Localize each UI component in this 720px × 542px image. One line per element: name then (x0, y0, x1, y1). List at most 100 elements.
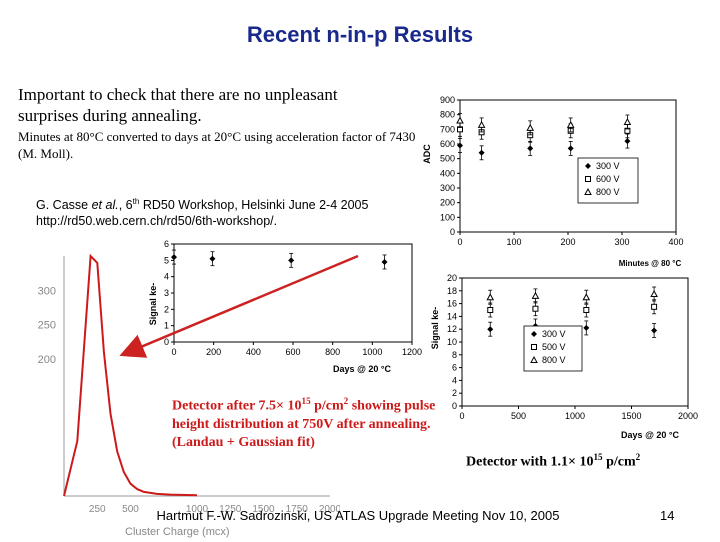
data-point (477, 120, 486, 128)
legend-label: 800 V (542, 355, 566, 365)
y-tick-label: 6 (452, 363, 457, 373)
y-tick-label: 0 (164, 337, 169, 347)
y-tick-label: 500 (440, 154, 455, 164)
legend-marker (585, 176, 591, 182)
legend-marker (530, 355, 538, 363)
signal-right-y-label: Signal ke- (430, 307, 440, 350)
data-point (526, 123, 535, 131)
hist-y-tick-label: 200 (38, 354, 56, 366)
hist-x-tick-label: 1500 (252, 504, 275, 515)
x-tick-label: 0 (171, 347, 176, 357)
histogram-curve (63, 253, 198, 497)
data-point (650, 289, 658, 297)
caption-right-exp: 15 (593, 452, 603, 462)
legend-label: 300 V (542, 329, 566, 339)
caption-left-text-2: p/cm (310, 398, 344, 414)
adc-points (456, 113, 632, 161)
citation: G. Casse et al., 6th RD50 Workshop, Hels… (36, 194, 426, 229)
y-tick-label: 18 (447, 286, 457, 296)
y-tick-label: 300 (440, 183, 455, 193)
data-point (532, 305, 539, 312)
histogram-axes (63, 256, 330, 497)
x-tick-label: 100 (506, 237, 521, 247)
caption-left-exp: 15 (301, 396, 311, 406)
x-tick-label: 2000 (678, 411, 698, 421)
data-point (487, 307, 494, 313)
legend-label: 500 V (542, 342, 566, 352)
citation-authors: G. Casse (36, 198, 89, 213)
data-point (531, 291, 540, 299)
x-tick-label: 1200 (402, 347, 422, 357)
y-tick-label: 600 (440, 139, 455, 149)
hist-x-tick-label: 2000 (319, 504, 340, 515)
data-point (651, 327, 658, 334)
x-tick-label: 600 (285, 347, 300, 357)
x-tick-label: 1500 (621, 411, 641, 421)
legend-marker (531, 331, 537, 337)
caption-right-exp2: 2 (635, 452, 641, 462)
y-tick-label: 800 (440, 110, 455, 120)
caption-left-text-1: Detector after 7.5× 10 (172, 398, 302, 414)
x-tick-label: 200 (560, 237, 575, 247)
signal-days-right-chart: 0 500 1000 1500 2000 0 2 4 6 8 10 12 14 16 18 20 300 V 5… (430, 273, 698, 440)
signal-left-y-label: Signal ke- (148, 283, 158, 326)
histogram-x-axis-label: Cluster Charge (mcx) (125, 526, 230, 538)
adc-axes: 0 100 200 300 400 0 100 200 300 400 500 600 700 800 90… (440, 95, 684, 247)
y-tick-label: 700 (440, 124, 455, 134)
intro-text: Important to check that there are no unp… (18, 85, 338, 125)
y-tick-label: 2 (452, 388, 457, 398)
data-point (583, 324, 590, 331)
signal-left-axes: 0 200 400 600 800 1000 1200 0 1 2 3 4 5 6 (164, 239, 422, 357)
data-point (624, 138, 631, 145)
y-tick-label: 1 (164, 321, 169, 331)
y-tick-label: 20 (447, 273, 457, 283)
y-tick-label: 12 (447, 324, 457, 334)
y-tick-label: 3 (164, 288, 169, 298)
data-point (456, 116, 464, 124)
y-tick-label: 10 (447, 337, 457, 347)
data-point (457, 142, 463, 149)
citation-event-prefix: , 6 (118, 198, 133, 213)
data-point (583, 307, 590, 313)
y-tick-label: 200 (440, 198, 455, 208)
x-tick-label: 1000 (565, 411, 585, 421)
hist-x-tick-label: 1250 (219, 504, 242, 515)
signal-right-legend: 300 V 500 V 800 V (523, 325, 583, 372)
data-point (567, 145, 574, 152)
data-point (651, 303, 658, 310)
y-tick-label: 5 (164, 255, 169, 265)
data-point (487, 326, 494, 333)
x-tick-label: 200 (206, 347, 221, 357)
legend-marker (585, 163, 591, 169)
hist-x-tick-label: 1000 (186, 504, 209, 515)
hist-y-tick-label: 300 (38, 285, 56, 297)
x-tick-label: 500 (511, 411, 526, 421)
plot-frame (459, 99, 677, 233)
caption-left: Detector after 7.5× 1015 p/cm2 showing p… (172, 392, 442, 452)
x-tick-label: 1000 (362, 347, 382, 357)
y-tick-label: 4 (452, 375, 457, 385)
hist-y-tick-label: 250 (38, 320, 56, 332)
y-tick-label: 6 (164, 239, 169, 249)
y-tick-label: 8 (452, 350, 457, 360)
data-point (527, 145, 534, 152)
adc-x-label: Minutes @ 80 °C (619, 259, 682, 268)
y-tick-label: 2 (164, 304, 169, 314)
citation-url[interactable]: http://rd50.web.cern.ch/rd50/6th-worksho… (36, 214, 278, 229)
caption-right-text-2: p/cm (602, 454, 636, 470)
x-tick-label: 800 (325, 347, 340, 357)
page-number: 14 (660, 508, 675, 523)
slide-title: Recent n-in-p Results (246, 22, 474, 47)
x-tick-label: 300 (614, 237, 629, 247)
y-tick-label: 0 (450, 227, 455, 237)
data-point (623, 117, 632, 125)
y-tick-label: 4 (164, 272, 169, 282)
minutes-note: Minutes at 80°C converted to days at 20°… (18, 129, 416, 161)
adc-y-label: ADC (422, 144, 432, 164)
hist-x-tick-label: 1750 (286, 504, 309, 515)
citation-et-al: et al. (91, 198, 119, 213)
signal-left-x-label: Days @ 20 °C (333, 364, 391, 374)
legend-label: 300 V (596, 161, 620, 171)
